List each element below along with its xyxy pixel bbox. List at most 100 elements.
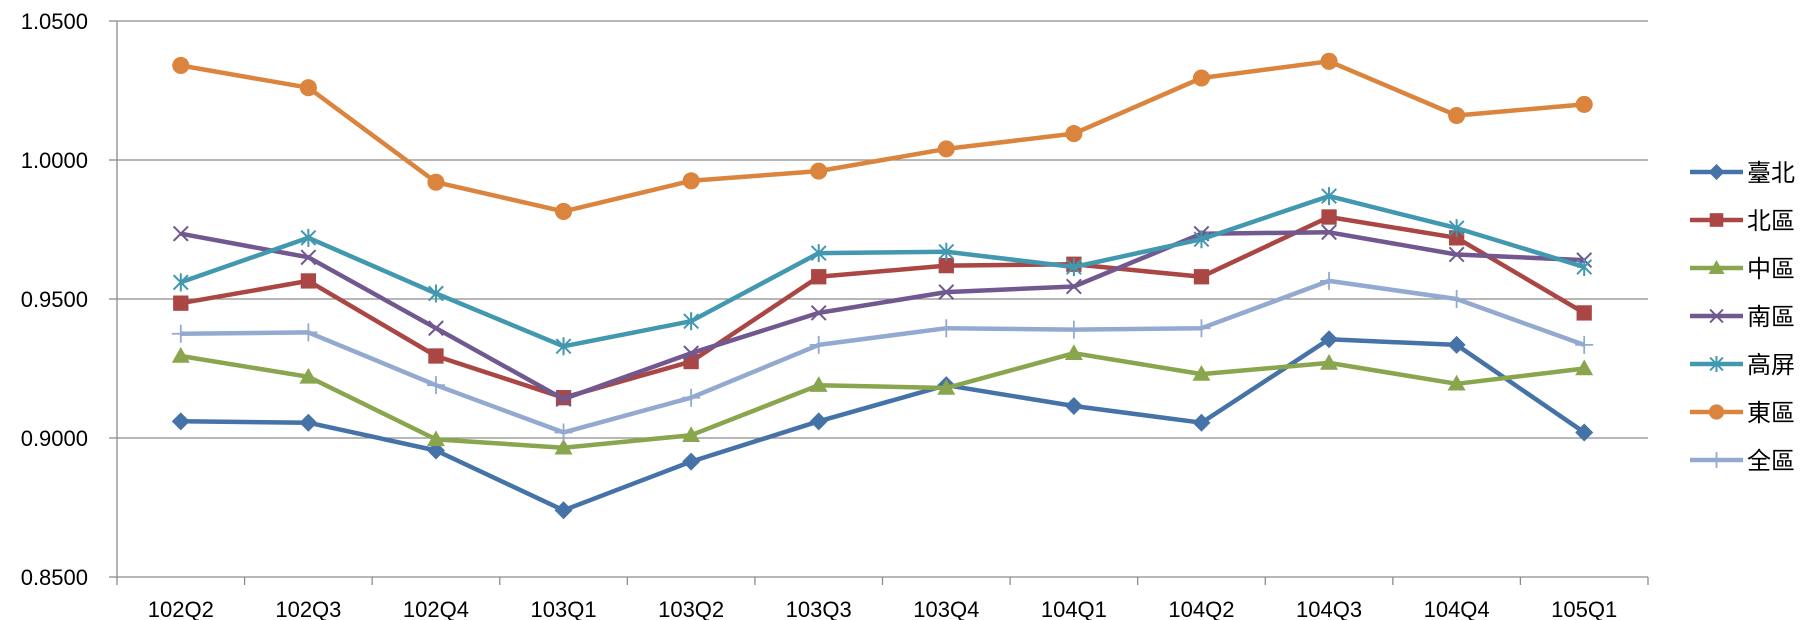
data-point xyxy=(300,249,317,266)
data-point xyxy=(172,56,190,75)
data-point xyxy=(300,228,317,247)
data-point xyxy=(810,244,827,263)
series-line xyxy=(180,350,1585,450)
x-tick-label: 102Q2 xyxy=(148,597,214,620)
data-point xyxy=(1193,230,1210,249)
series-東區 xyxy=(172,52,1593,220)
data-point xyxy=(171,324,190,343)
legend-entry: 東區 xyxy=(1690,399,1795,427)
legend-label: 東區 xyxy=(1747,399,1795,427)
series-line xyxy=(180,214,1586,400)
data-point xyxy=(1576,305,1592,321)
legend-label: 臺北 xyxy=(1747,159,1795,187)
data-point xyxy=(1321,187,1337,206)
series-全區 xyxy=(171,271,1594,442)
legend-entry: 南區 xyxy=(1690,303,1795,331)
data-point xyxy=(299,413,318,432)
data-point xyxy=(809,376,828,392)
data-point xyxy=(1447,290,1466,308)
data-point xyxy=(1321,224,1337,241)
y-tick-label: 1.0000 xyxy=(21,148,88,173)
data-point xyxy=(1448,219,1465,238)
data-point xyxy=(682,172,700,190)
data-point xyxy=(1708,260,1725,274)
series-臺北 xyxy=(171,330,1594,520)
x-tick-label: 103Q1 xyxy=(531,597,597,620)
x-tick-label: 103Q4 xyxy=(913,597,979,620)
data-point xyxy=(938,242,955,261)
x-tick-label: 103Q3 xyxy=(786,597,852,620)
data-point xyxy=(1709,356,1724,372)
data-point xyxy=(1448,230,1465,246)
data-point xyxy=(810,162,828,180)
y-tick-label: 0.8500 xyxy=(21,565,88,590)
data-point xyxy=(809,335,828,354)
data-point xyxy=(554,202,573,220)
data-point xyxy=(1448,246,1465,263)
data-point xyxy=(1575,95,1593,113)
data-point xyxy=(1320,330,1339,349)
legend-label: 全區 xyxy=(1747,447,1795,475)
data-point xyxy=(172,273,189,292)
data-point xyxy=(811,269,827,285)
data-point xyxy=(1065,125,1083,143)
x-tick-label: 102Q4 xyxy=(403,597,469,620)
data-point xyxy=(809,412,828,431)
series-line xyxy=(180,337,1586,513)
data-point xyxy=(428,320,444,337)
data-point xyxy=(1065,278,1082,295)
data-point xyxy=(682,452,701,471)
data-point xyxy=(1708,404,1725,420)
data-point xyxy=(426,430,445,447)
data-point xyxy=(683,312,700,331)
data-point xyxy=(299,79,317,97)
data-point xyxy=(682,388,701,407)
x-tick-label: 104Q2 xyxy=(1168,597,1234,620)
data-point xyxy=(1448,106,1466,125)
data-point xyxy=(171,346,190,363)
series-line xyxy=(180,59,1585,214)
data-point xyxy=(426,376,445,395)
data-point xyxy=(1192,69,1211,87)
data-point xyxy=(555,337,572,356)
data-point xyxy=(1065,258,1082,277)
data-point xyxy=(810,304,827,321)
x-tick-label: 102Q3 xyxy=(275,597,341,620)
legend-entry: 北區 xyxy=(1690,207,1795,235)
data-point xyxy=(299,367,318,384)
data-point xyxy=(1708,452,1725,468)
data-point xyxy=(1447,335,1466,354)
data-point xyxy=(555,391,572,407)
legend-entry: 全區 xyxy=(1690,447,1795,475)
legend-label: 中區 xyxy=(1747,255,1795,283)
data-point xyxy=(937,378,956,395)
y-tick-label: 1.0500 xyxy=(21,9,88,34)
series-中區 xyxy=(171,344,1594,455)
data-point xyxy=(1064,320,1083,339)
x-tick-label: 104Q3 xyxy=(1296,597,1362,620)
data-point xyxy=(554,501,573,520)
series-高屏 xyxy=(172,187,1593,356)
data-point xyxy=(171,412,190,431)
data-point xyxy=(1708,164,1725,180)
gridlines xyxy=(117,20,1648,578)
data-point xyxy=(683,345,700,362)
series-line xyxy=(180,230,1585,402)
series-line xyxy=(180,278,1585,435)
plot-series xyxy=(171,52,1594,520)
data-point xyxy=(938,257,954,274)
data-point xyxy=(937,319,956,338)
data-point xyxy=(682,426,701,442)
data-point xyxy=(1064,397,1083,416)
legend-entry: 中區 xyxy=(1690,255,1795,283)
legend-label: 高屏 xyxy=(1747,351,1795,379)
data-point xyxy=(1575,359,1594,376)
data-point xyxy=(428,284,444,303)
x-tick-label: 103Q2 xyxy=(658,597,724,620)
data-point xyxy=(554,438,573,455)
data-point xyxy=(1447,374,1466,391)
y-tick-label: 0.9000 xyxy=(21,426,88,451)
data-point xyxy=(1064,344,1083,360)
